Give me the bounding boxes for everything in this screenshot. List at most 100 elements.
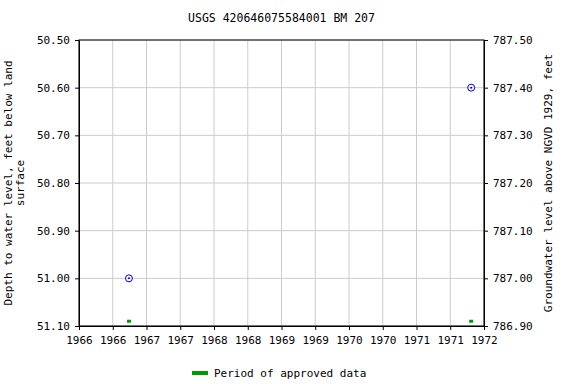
tick-label: 787.10 bbox=[493, 225, 533, 238]
tick-label: 787.20 bbox=[493, 177, 533, 190]
tick-mark bbox=[349, 326, 350, 330]
marks bbox=[125, 84, 474, 323]
tick-mark bbox=[79, 326, 80, 330]
tick-label: 50.90 bbox=[37, 225, 70, 238]
tick-label: 1967 bbox=[168, 334, 195, 347]
tick: 1966 bbox=[100, 326, 127, 347]
tick-mark bbox=[75, 278, 79, 279]
tick: 1969 bbox=[269, 326, 296, 347]
tick-mark bbox=[484, 326, 488, 327]
point bbox=[469, 320, 473, 323]
tick-mark bbox=[75, 231, 79, 232]
tick: 1968 bbox=[235, 326, 262, 347]
tick: 787.20 bbox=[484, 177, 533, 190]
tick-mark bbox=[315, 326, 316, 330]
tick-mark bbox=[484, 278, 488, 279]
point bbox=[468, 84, 475, 91]
chart: USGS 420646075584001 BM 207 1966 1966 1967 1… bbox=[0, 0, 576, 384]
y2-axis-title: Groundwater level above NGVD 1929, feet bbox=[542, 54, 555, 312]
tick-label: 787.50 bbox=[493, 34, 533, 47]
tick-label: 51.10 bbox=[37, 320, 70, 333]
grid-line-y bbox=[79, 183, 484, 184]
tick-label: 50.70 bbox=[37, 129, 70, 142]
series bbox=[125, 84, 474, 282]
tick-mark bbox=[484, 231, 488, 232]
title: USGS 420646075584001 BM 207 bbox=[188, 11, 375, 25]
tick-label: 787.00 bbox=[493, 272, 533, 285]
series bbox=[127, 320, 473, 323]
grid bbox=[79, 40, 484, 326]
tick-mark bbox=[484, 88, 488, 89]
tick-label: 1967 bbox=[134, 334, 161, 347]
tick: 787.10 bbox=[484, 225, 533, 238]
tick: 1970 bbox=[336, 326, 363, 347]
tick-mark bbox=[75, 135, 79, 136]
point bbox=[127, 320, 131, 323]
tick-label: 1968 bbox=[235, 334, 262, 347]
tick: 786.90 bbox=[484, 320, 533, 333]
tick-mark bbox=[113, 326, 114, 330]
tick-mark bbox=[248, 326, 249, 330]
tick: 1967 bbox=[168, 326, 195, 347]
tick: 1967 bbox=[134, 326, 161, 347]
point-center bbox=[128, 277, 130, 279]
tick-mark bbox=[75, 326, 79, 327]
y-axis: 50.50 50.60 50.70 50.80 50.90 51.00 51.10 bbox=[37, 34, 80, 333]
point bbox=[125, 275, 132, 282]
tick-label: 1969 bbox=[269, 334, 296, 347]
tick: 1966 bbox=[66, 326, 93, 347]
tick-mark bbox=[450, 326, 451, 330]
legend-swatch bbox=[192, 371, 208, 375]
tick-mark bbox=[75, 183, 79, 184]
grid-line-y bbox=[79, 278, 484, 279]
legend-label: Period of approved data bbox=[214, 367, 366, 380]
tick: 1971 bbox=[438, 326, 465, 347]
tick-label: 1972 bbox=[471, 334, 498, 347]
x-axis: 1966196619671967196819681969196919701970… bbox=[66, 326, 498, 347]
y-axis-title-line: surface bbox=[14, 160, 27, 206]
tick-mark bbox=[484, 135, 488, 136]
tick-mark bbox=[180, 326, 181, 330]
tick-mark bbox=[484, 183, 488, 184]
y2-axis: 786.90 787.00 787.10 787.20 787.30 787.40 787.… bbox=[484, 34, 533, 333]
grid-line-y bbox=[79, 87, 484, 88]
tick: 50.70 bbox=[37, 129, 79, 142]
tick-label: 50.80 bbox=[37, 177, 70, 190]
tick-label: 50.50 bbox=[37, 34, 70, 47]
tick-mark bbox=[484, 40, 488, 41]
tick-mark bbox=[282, 326, 283, 330]
tick: 1970 bbox=[370, 326, 397, 347]
grid-line-y bbox=[79, 135, 484, 136]
point-center bbox=[470, 87, 472, 89]
tick-label: 51.00 bbox=[37, 272, 70, 285]
tick-mark bbox=[383, 326, 384, 330]
tick-label: 50.60 bbox=[37, 82, 70, 95]
tick-label: 787.40 bbox=[493, 82, 533, 95]
tick-mark bbox=[75, 88, 79, 89]
tick: 50.90 bbox=[37, 225, 79, 238]
grid-line-y bbox=[79, 230, 484, 231]
tick-label: 786.90 bbox=[493, 320, 533, 333]
tick: 787.40 bbox=[484, 82, 533, 95]
tick-mark bbox=[417, 326, 418, 330]
tick: 50.80 bbox=[37, 177, 79, 190]
tick: 787.50 bbox=[484, 34, 533, 47]
plot-frame bbox=[79, 40, 484, 326]
tick-label: 1971 bbox=[404, 334, 431, 347]
tick: 50.50 bbox=[37, 34, 79, 47]
tick-mark bbox=[214, 326, 215, 330]
tick: 1969 bbox=[303, 326, 330, 347]
y-axis-title: Depth to water level, feet below landsur… bbox=[2, 60, 27, 305]
tick-label: 1970 bbox=[370, 334, 397, 347]
tick: 1971 bbox=[404, 326, 431, 347]
tick: 51.10 bbox=[37, 320, 79, 333]
tick-label: 1969 bbox=[303, 334, 330, 347]
tick: 787.00 bbox=[484, 272, 533, 285]
tick-label: 1970 bbox=[336, 334, 363, 347]
tick-mark bbox=[147, 326, 148, 330]
tick-label: 1966 bbox=[66, 334, 93, 347]
tick: 787.30 bbox=[484, 129, 533, 142]
tick-label: 1966 bbox=[100, 334, 127, 347]
point-ring bbox=[468, 84, 475, 91]
legend: Period of approved data bbox=[192, 367, 366, 380]
